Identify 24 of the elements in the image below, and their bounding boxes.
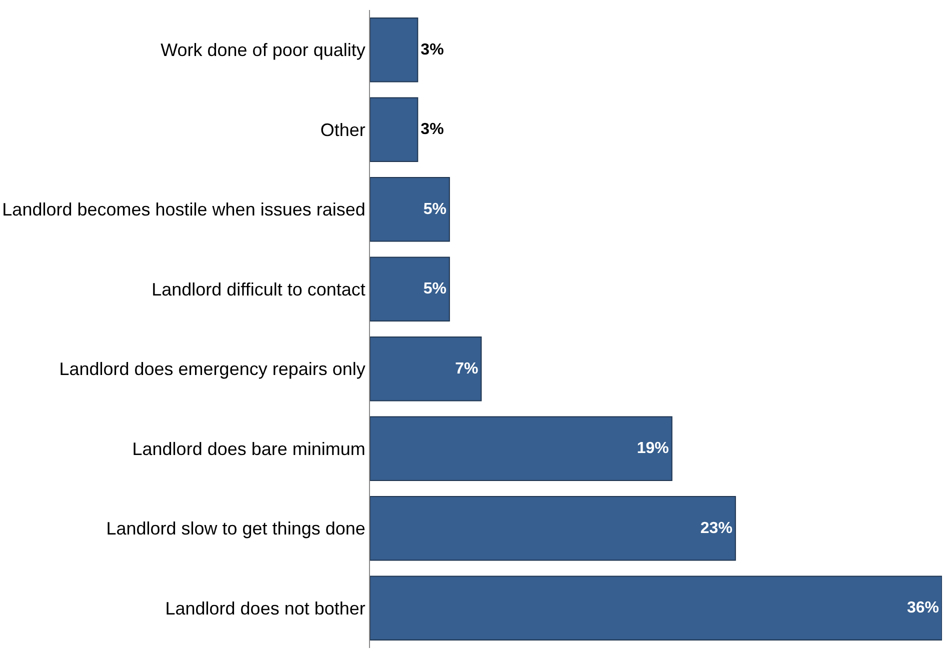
bar [370,97,418,162]
data-label: 7% [455,360,478,378]
bar [370,416,672,482]
data-label: 5% [423,280,446,298]
data-label: 3% [420,41,444,58]
y-tick-label: Landlord does emergency repairs only [59,359,366,380]
y-tick-label: Landlord slow to get things done [106,518,366,539]
data-label: 3% [420,121,444,138]
bar [370,17,418,82]
y-tick-label: Landlord becomes hostile when issues raised [2,200,366,220]
y-tick-label: Other [320,120,366,140]
bar [370,256,450,322]
y-tick-label: Landlord does bare minimum [132,438,366,459]
bar [370,496,736,561]
bar [370,576,942,641]
data-label: 19% [636,440,669,458]
bar [370,336,482,402]
y-tick-label: Landlord does not bother [165,598,366,618]
y-tick-label: Work done of poor quality [160,40,366,60]
data-label: 36% [906,600,939,617]
data-label: 5% [423,200,446,218]
data-label: 23% [700,520,732,537]
bar [370,176,450,242]
y-tick-label: Landlord difficult to contact [152,279,366,300]
